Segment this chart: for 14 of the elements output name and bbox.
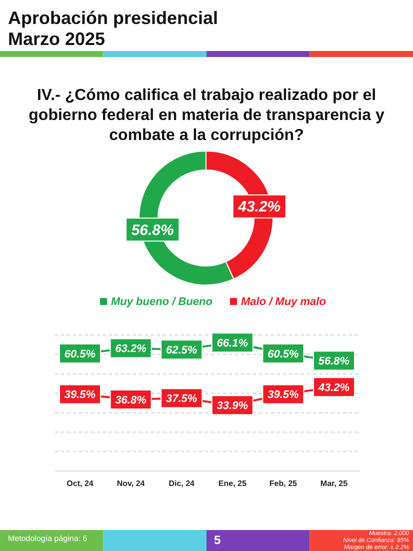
data-label: 56.8%: [131, 222, 174, 239]
legend-label: Malo / Muy malo: [241, 296, 326, 308]
chart-subtitle: IV.- ¿Cómo califica el trabajo realizado por el gobierno federal en materia de transparencia y combate a la corrupción?: [28, 87, 384, 144]
x-tick-label: Dic, 24: [168, 479, 196, 488]
x-tick-label: Mar, 25: [320, 479, 348, 488]
text: Metodología página: 6: [8, 534, 88, 543]
data-label: 43.2%: [237, 198, 281, 216]
x-tick-label: Oct, 24: [66, 479, 94, 488]
legend-label: Muy bueno / Bueno: [111, 296, 213, 308]
x-tick-label: Nov, 24: [116, 479, 146, 488]
chart-title: Aprobación presidencial Marzo 2025: [8, 8, 218, 49]
x-tick-label: Ene, 25: [218, 479, 247, 488]
text: 5: [214, 533, 221, 547]
x-tick-label: Feb, 25: [269, 479, 298, 488]
